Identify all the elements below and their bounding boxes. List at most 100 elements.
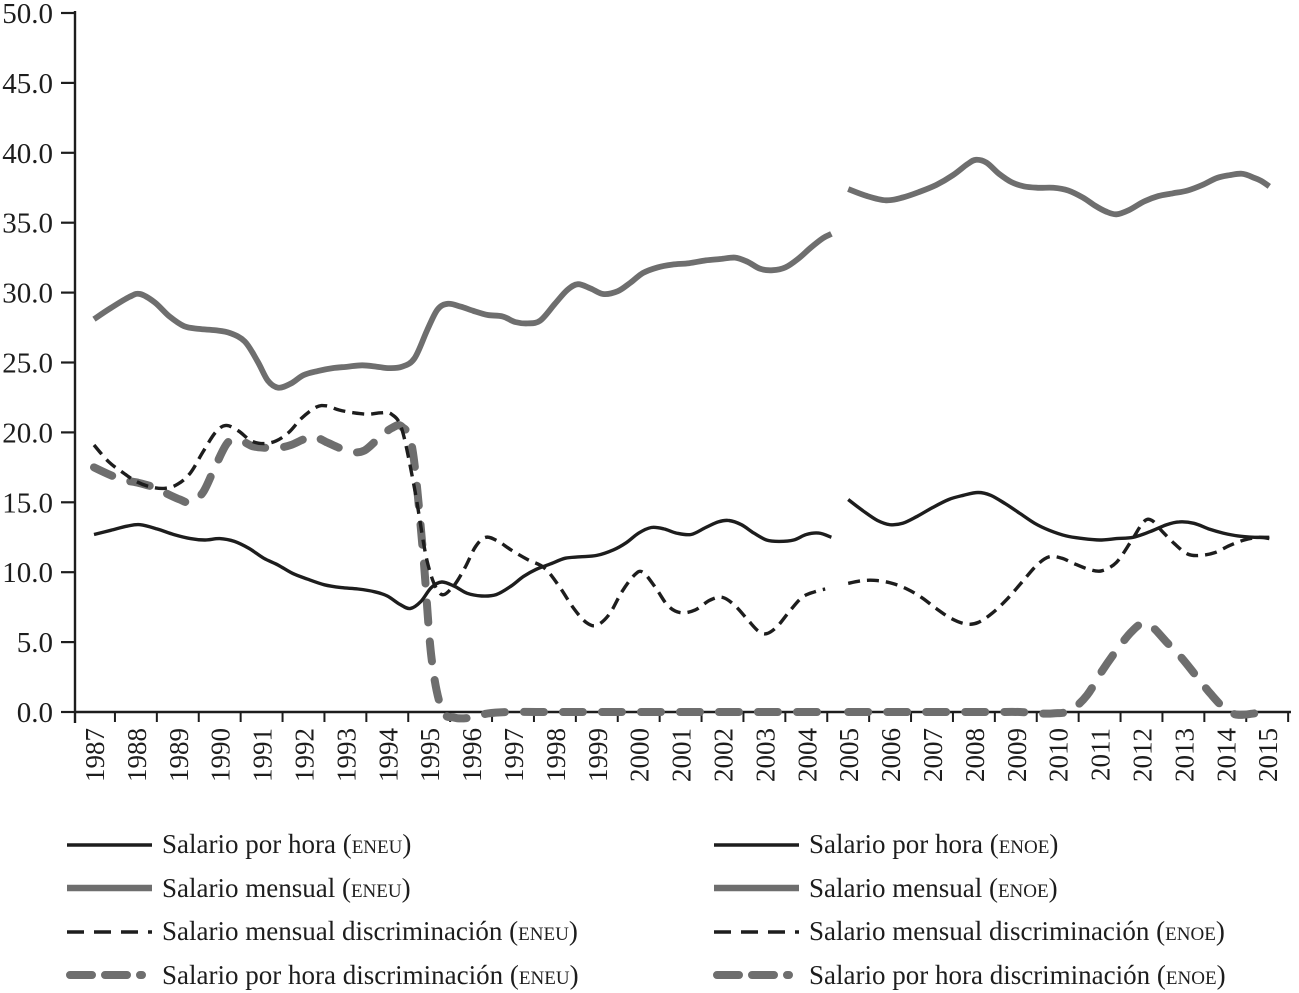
legend-label-text: Salario mensual (	[809, 872, 998, 903]
y-tick-label: 5.0	[17, 627, 53, 659]
legend-label-text: )	[568, 916, 578, 947]
x-tick-label: 2004	[792, 728, 822, 783]
legend-label-text: )	[1215, 916, 1225, 947]
y-tick-label: 30.0	[2, 278, 53, 310]
y-tick-label: 0.0	[17, 697, 53, 729]
legend-label-text: )	[1049, 829, 1059, 860]
legend-label-text: Salario por hora discriminación (	[162, 959, 519, 990]
chart-legend-right-column: Salario por hora (enoe) Salario mensual (…	[712, 823, 1226, 993]
legend-item-label: Salario mensual (enoe)	[809, 873, 1058, 904]
x-tick-label: 1989	[164, 728, 194, 782]
x-tick-label: 2014	[1211, 728, 1241, 783]
legend-item-salario-por-hora-discriminacion-enoe: Salario por hora discriminación (enoe)	[712, 954, 1226, 993]
x-tick-label: 1996	[457, 728, 487, 782]
legend-item-salario-por-hora-eneu: Salario por hora (eneu)	[65, 823, 579, 867]
series-line-salario-por-hora-enoe	[847, 490, 1270, 542]
x-tick-label: 1988	[122, 728, 152, 782]
x-tick-label: 2008	[960, 728, 990, 782]
x-tick-label: 2013	[1169, 728, 1199, 782]
legend-item-salario-mensual-discriminacion-eneu: Salario mensual discriminación (eneu)	[65, 910, 579, 954]
legend-label-survey-acronym: eneu	[350, 872, 402, 903]
legend-item-salario-por-hora-enoe: Salario por hora (enoe)	[712, 823, 1226, 867]
series-line-salario-por-hora-discriminacion-eneu	[90, 421, 836, 723]
legend-line-swatch-dashed-black	[67, 930, 152, 934]
y-tick-label: 10.0	[2, 557, 53, 589]
legend-item-label: Salario mensual discriminación (enoe)	[809, 916, 1225, 947]
x-tick-label: 1994	[373, 728, 403, 783]
legend-label-text: Salario mensual discriminación (	[809, 916, 1166, 947]
series-line-salario-mensual-discriminacion-eneu	[92, 403, 826, 636]
legend-line-swatch-solid-black	[67, 843, 152, 847]
x-tick-label: 2007	[918, 728, 948, 782]
legend-label-survey-acronym: enoe	[1165, 916, 1216, 947]
x-tick-label: 2009	[1002, 728, 1032, 782]
legend-line-swatch-solid-black	[714, 843, 799, 847]
legend-label-text: Salario mensual discriminación (	[162, 916, 519, 947]
legend-label-text: Salario por hora (	[809, 829, 999, 860]
legend-item-salario-por-hora-discriminacion-eneu: Salario por hora discriminación (eneu)	[65, 954, 579, 993]
legend-line-swatch-dashed-gray	[713, 971, 800, 980]
x-tick-label: 2005	[834, 728, 864, 782]
x-tick-label: 2002	[709, 728, 739, 782]
series-line-salario-mensual-eneu	[92, 231, 833, 391]
legend-label-survey-acronym: eneu	[351, 829, 403, 860]
legend-line-swatch-solid-gray	[714, 885, 799, 892]
legend-label-survey-acronym: enoe	[997, 872, 1049, 903]
x-tick-label: 1993	[331, 728, 361, 782]
legend-label-text: Salario por hora (	[162, 829, 352, 860]
legend-label-text: )	[1048, 872, 1058, 903]
legend-item-salario-mensual-enoe: Salario mensual (enoe)	[712, 867, 1226, 911]
x-tick-label: 2012	[1128, 728, 1158, 782]
x-tick-label: 1991	[248, 728, 278, 782]
x-tick-label: 2010	[1044, 728, 1074, 782]
legend-label-text: )	[402, 829, 412, 860]
y-tick-label: 25.0	[2, 348, 53, 380]
series-line-salario-por-hora-discriminacion-enoe	[844, 619, 1274, 719]
x-tick-label: 2001	[667, 728, 697, 782]
legend-item-label: Salario mensual (eneu)	[162, 873, 411, 904]
legend-label-text: )	[401, 872, 411, 903]
legend-item-label: Salario mensual discriminación (eneu)	[162, 916, 578, 947]
x-tick-label: 2000	[625, 728, 655, 782]
y-tick-label: 20.0	[2, 417, 53, 449]
x-tick-label: 1999	[583, 728, 613, 782]
legend-item-salario-mensual-eneu: Salario mensual (eneu)	[65, 867, 579, 911]
x-tick-label: 1987	[80, 728, 110, 782]
legend-item-label: Salario por hora discriminación (enoe)	[809, 960, 1226, 991]
y-tick-label: 45.0	[2, 68, 53, 100]
legend-item-salario-mensual-discriminacion-enoe: Salario mensual discriminación (enoe)	[712, 910, 1226, 954]
legend-label-survey-acronym: enoe	[1165, 959, 1217, 990]
series-line-salario-mensual-discriminacion-enoe	[847, 517, 1270, 626]
x-tick-label: 1995	[415, 728, 445, 782]
x-tick-label: 1997	[499, 728, 529, 782]
legend-label-text: Salario por hora discriminación (	[809, 959, 1166, 990]
legend-line-swatch-dashed-black	[714, 930, 799, 934]
legend-item-label: Salario por hora (eneu)	[162, 829, 411, 860]
legend-label-text: Salario mensual (	[162, 872, 351, 903]
y-tick-label: 15.0	[2, 487, 53, 519]
y-tick-label: 40.0	[2, 138, 53, 170]
x-tick-label: 1992	[290, 728, 320, 782]
legend-label-text: )	[1216, 959, 1226, 990]
x-tick-label: 1998	[541, 728, 571, 782]
legend-item-label: Salario por hora (enoe)	[809, 829, 1058, 860]
legend-label-survey-acronym: eneu	[518, 916, 569, 947]
x-tick-label: 2011	[1086, 728, 1116, 781]
series-line-salario-mensual-enoe	[847, 156, 1271, 218]
legend-line-swatch-solid-gray	[67, 885, 152, 892]
x-tick-label: 2003	[750, 728, 780, 782]
legend-label-survey-acronym: eneu	[518, 959, 570, 990]
x-tick-label: 2015	[1253, 728, 1283, 782]
y-tick-label: 50.0	[2, 0, 53, 30]
legend-label-survey-acronym: enoe	[998, 829, 1050, 860]
series-line-salario-por-hora-eneu	[93, 518, 832, 611]
y-tick-label: 35.0	[2, 208, 53, 240]
x-tick-label: 1990	[206, 728, 236, 782]
chart-legend-left-column: Salario por hora (eneu) Salario mensual (…	[65, 823, 579, 993]
legend-line-swatch-dashed-gray	[66, 971, 153, 980]
legend-item-label: Salario por hora discriminación (eneu)	[162, 960, 579, 991]
x-tick-label: 2006	[876, 728, 906, 782]
legend-label-text: )	[569, 959, 579, 990]
